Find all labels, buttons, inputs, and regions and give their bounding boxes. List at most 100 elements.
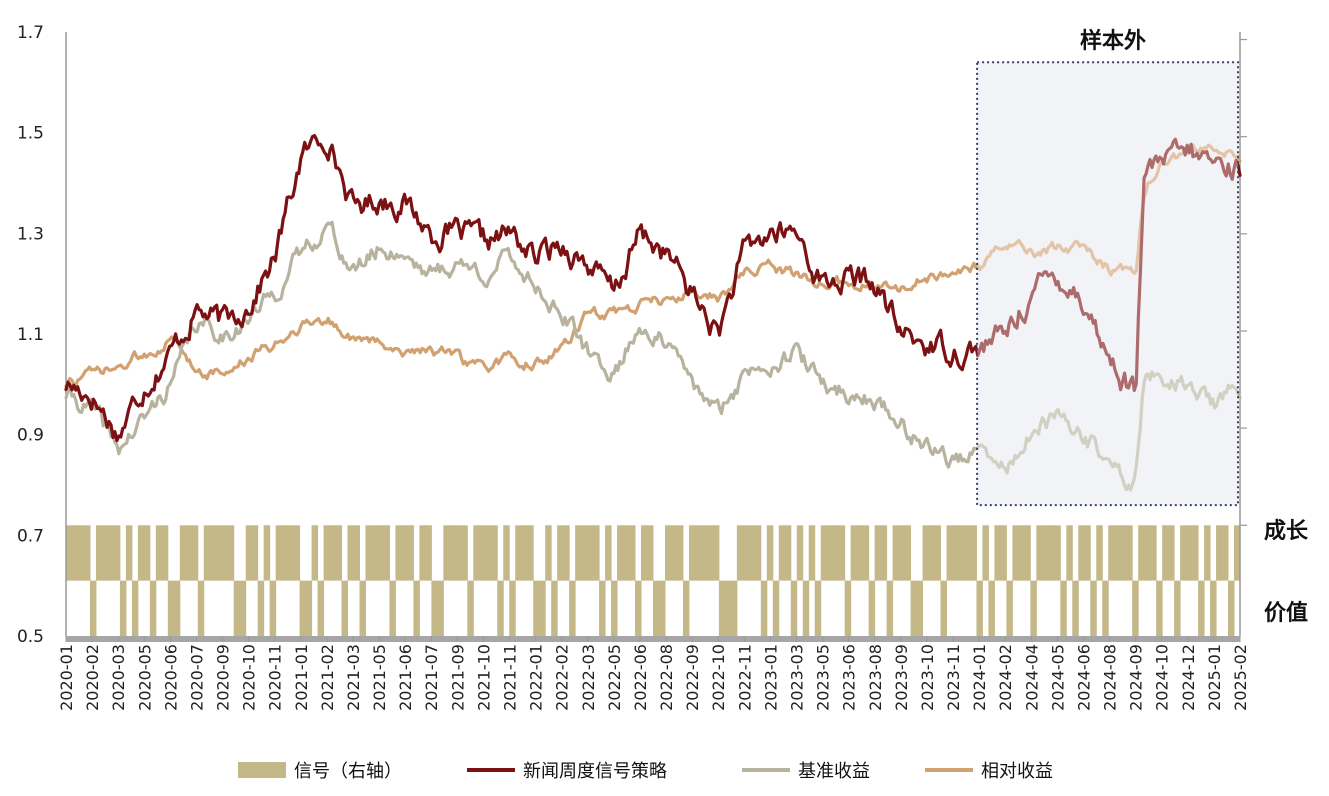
signal-bar-growth xyxy=(323,525,331,581)
signal-bar-growth xyxy=(365,525,372,581)
signal-bar-value xyxy=(790,580,798,636)
legend-label: 相对收益 xyxy=(981,761,1053,782)
signal-bar-value xyxy=(197,580,205,636)
signal-bar-growth xyxy=(629,525,636,581)
signal-bar-growth xyxy=(455,525,462,581)
x-tick-label: 2020-03 xyxy=(109,644,128,711)
signal-bar-value xyxy=(940,580,947,636)
signal-bar-value xyxy=(1228,580,1235,636)
x-tick-label: 2024-10 xyxy=(1153,644,1172,711)
signal-bar-growth xyxy=(66,525,73,581)
signal-bar-growth xyxy=(377,525,384,581)
signal-bar-growth xyxy=(1036,525,1043,581)
signal-bar-growth xyxy=(251,525,259,581)
signal-bar-growth xyxy=(862,525,870,581)
x-tick-label: 2021-02 xyxy=(318,644,337,711)
x-tick-label: 2020-11 xyxy=(266,644,285,711)
signal-bar-growth xyxy=(796,525,804,581)
signal-bar-value xyxy=(802,580,810,636)
y-tick-label: 0.7 xyxy=(17,526,44,546)
signal-bar-growth xyxy=(1120,525,1127,581)
signal-bar-value xyxy=(551,580,558,636)
x-tick-label: 2021-10 xyxy=(474,644,493,711)
series-line-relative xyxy=(64,143,1242,389)
signal-bar-growth xyxy=(383,525,390,581)
signal-bar-growth xyxy=(473,525,480,581)
legend-label: 信号（右轴） xyxy=(294,761,402,782)
signal-bar-growth xyxy=(347,525,355,581)
y-tick-label: 0.9 xyxy=(17,426,44,446)
signal-bar-value xyxy=(1006,580,1013,636)
signal-bar-growth xyxy=(179,525,187,581)
signal-bar-value xyxy=(1102,580,1109,636)
out-of-sample-overlay xyxy=(976,61,1239,507)
x-tick-label: 2024-12 xyxy=(1179,644,1198,711)
signal-bar-value xyxy=(437,580,444,636)
signal-bar-growth xyxy=(161,525,169,581)
signal-bar-growth xyxy=(784,525,792,581)
signal-bar-value xyxy=(1132,580,1139,636)
signal-bar-growth xyxy=(922,525,930,581)
x-tick-label: 2021-01 xyxy=(292,644,311,711)
y-axis-ticks: 0.5 0.7 0.9 1.1 1.3 1.5 1.7 xyxy=(17,23,44,647)
signal-bar-growth xyxy=(329,525,337,581)
signal-bar-growth xyxy=(832,525,840,581)
signal-bar-growth xyxy=(964,525,971,581)
signal-bar-value xyxy=(299,580,307,636)
x-tick-label: 2020-09 xyxy=(214,644,233,711)
signal-bar-value xyxy=(844,580,852,636)
x-tick-label: 2025-02 xyxy=(1231,644,1250,711)
x-tick-label: 2020-01 xyxy=(57,644,76,711)
signal-bar-growth xyxy=(688,525,696,581)
signal-bar-growth xyxy=(748,525,756,581)
x-tick-label: 2024-06 xyxy=(1074,644,1093,711)
signal-bar-value xyxy=(599,580,606,636)
y-tick-label: 1.7 xyxy=(17,23,44,43)
signal-bar-value xyxy=(910,580,918,636)
x-tick-label: 2023-01 xyxy=(761,644,780,711)
signal-bar-growth xyxy=(221,525,229,581)
y-tick-label: 0.5 xyxy=(17,627,44,647)
x-axis-baseline xyxy=(66,636,1240,642)
legend-label: 新闻周度信号策略 xyxy=(523,761,667,782)
x-tick-label: 2023-06 xyxy=(840,644,859,711)
signal-bar-growth xyxy=(754,525,762,581)
signal-bar-growth xyxy=(958,525,965,581)
signal-bar-growth xyxy=(647,525,654,581)
signal-bar-value xyxy=(988,580,995,636)
x-tick-label: 2022-10 xyxy=(709,644,728,711)
signal-bar-growth xyxy=(1084,525,1091,581)
out-of-sample-region xyxy=(977,62,1238,506)
signal-bar-growth xyxy=(107,525,115,581)
series-lines xyxy=(64,133,1242,492)
signal-bar-growth xyxy=(77,525,85,581)
signal-bar-growth xyxy=(1108,525,1115,581)
signal-bar-growth xyxy=(904,525,912,581)
signal-bar-value xyxy=(431,580,438,636)
legend-label: 基准收益 xyxy=(798,761,870,782)
signal-bar-growth xyxy=(1186,525,1193,581)
signal-bar-growth xyxy=(808,525,816,581)
signal-bar-growth xyxy=(245,525,253,581)
signal-bar-growth xyxy=(1150,525,1157,581)
signal-bar-growth xyxy=(1042,525,1049,581)
x-tick-label: 2022-01 xyxy=(527,644,546,711)
signal-bar-growth xyxy=(1012,525,1019,581)
signal-bar-growth xyxy=(712,525,720,581)
x-tick-label: 2020-07 xyxy=(187,644,206,711)
x-tick-label: 2025-01 xyxy=(1205,644,1224,711)
signal-bar-growth xyxy=(515,525,522,581)
signal-bar-value xyxy=(539,580,546,636)
signal-bar-growth xyxy=(293,525,301,581)
signal-bar-value xyxy=(1174,580,1181,636)
signal-bar-growth xyxy=(521,525,528,581)
x-tick-label: 2022-03 xyxy=(579,644,598,711)
x-tick-label: 2024-08 xyxy=(1101,644,1120,711)
signal-bar-value xyxy=(509,580,516,636)
signal-bar-value xyxy=(886,580,894,636)
x-tick-label: 2021-03 xyxy=(344,644,363,711)
x-tick-label: 2022-08 xyxy=(657,644,676,711)
signal-bar-growth xyxy=(742,525,750,581)
